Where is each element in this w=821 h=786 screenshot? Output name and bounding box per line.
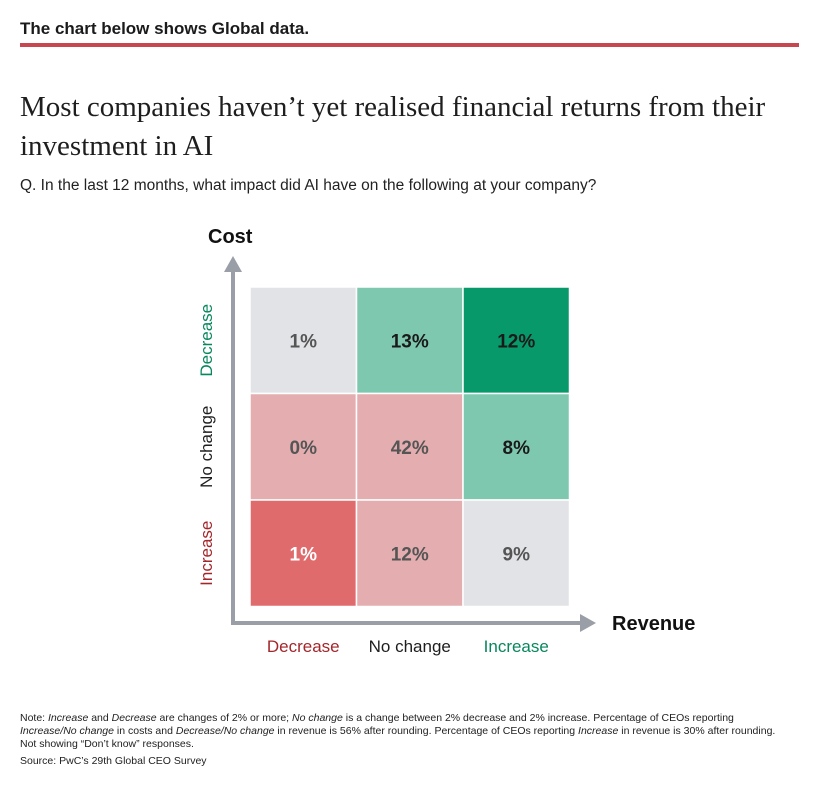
cell-value-label: 1% — [290, 331, 318, 352]
cell-value-label: 9% — [503, 544, 531, 565]
footnote-part: in revenue is 30% after rounding. Not sh… — [20, 725, 776, 750]
y-category-label: Decrease — [197, 304, 216, 377]
header-text: The chart below shows Global data. — [20, 19, 310, 38]
chart-axes — [224, 256, 596, 632]
heatmap-cell — [462, 499, 571, 608]
y-category-label: Increase — [197, 521, 216, 586]
header-divider — [20, 43, 799, 47]
chart-title: Most companies haven’t yet realised fina… — [20, 91, 766, 162]
heatmap-cell — [462, 286, 571, 395]
x-axis-arrowhead — [580, 614, 596, 632]
heatmap-cell — [462, 392, 571, 501]
heatmap-cells: 1% 13% 12% 0% 42% 8% 1% 12% 9% — [249, 286, 571, 608]
footnote-part: Decrease/No change — [175, 725, 275, 737]
footnote-part: is a change between 2% decrease and 2% i… — [342, 712, 734, 724]
y-category-label: No change — [197, 406, 216, 488]
cell-value-label: 42% — [391, 438, 429, 459]
heatmap-cell — [249, 286, 358, 395]
cell-value-label: 12% — [391, 544, 429, 565]
y-axis-arrowhead — [224, 256, 242, 272]
footnote-part: Note: — [20, 712, 49, 724]
footnote-part: No change — [292, 712, 343, 724]
footnote-part: Decrease — [111, 712, 157, 724]
x-category-label: Increase — [484, 637, 549, 656]
footnote-part: Increase — [578, 725, 619, 737]
y-axis-title: Cost — [208, 226, 253, 248]
heatmap-cell — [355, 499, 464, 608]
heatmap-chart: 1% 13% 12% 0% 42% 8% 1% 12% 9% Cost Revenue Decr… — [197, 226, 695, 656]
x-category-labels: Decrease No change Increase — [267, 637, 549, 656]
x-category-label: Decrease — [267, 637, 340, 656]
cell-value-label: 12% — [497, 331, 535, 352]
footnote: Note: Increase and Decrease are changes … — [20, 712, 790, 751]
source-line: Source: PwC’s 29th Global CEO Survey — [20, 755, 207, 767]
cell-value-label: 1% — [290, 544, 318, 565]
survey-question: Q. In the last 12 months, what impact di… — [20, 177, 597, 194]
footnote-part: Increase/No change — [20, 725, 114, 737]
footnote-part: in revenue is 56% after rounding. Percen… — [274, 725, 579, 737]
cell-value-label: 8% — [503, 438, 531, 459]
x-axis-title: Revenue — [612, 613, 695, 635]
footnote-part: Increase — [48, 712, 89, 724]
footnote-part: and — [88, 712, 112, 724]
cell-value-label: 13% — [391, 331, 429, 352]
footnote-part: are changes of 2% or more; — [156, 712, 293, 724]
footnote-part: in costs and — [113, 725, 176, 737]
y-category-labels: Decrease No change Increase — [197, 304, 216, 586]
heatmap-cell — [249, 499, 358, 608]
heatmap-cell — [249, 392, 358, 501]
x-category-label: No change — [369, 637, 451, 656]
cell-value-label: 0% — [290, 438, 318, 459]
heatmap-cell — [355, 286, 464, 395]
